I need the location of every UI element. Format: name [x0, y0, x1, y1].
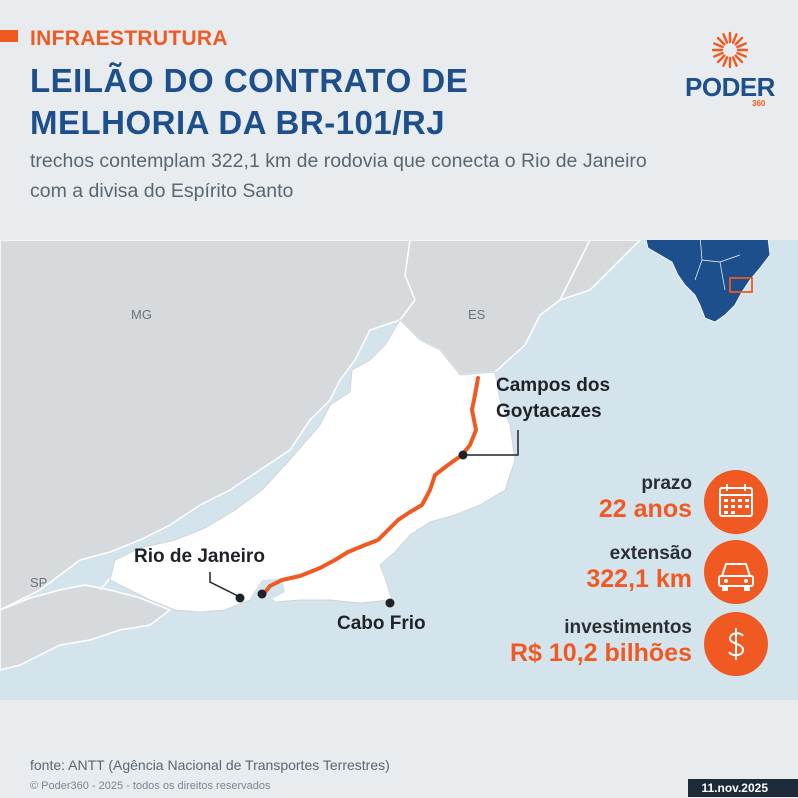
- inset-highlight: [729, 277, 753, 293]
- source-text: fonte: ANTT (Agência Nacional de Transpo…: [30, 757, 390, 773]
- subtitle: trechos contemplam 322,1 km de rodovia q…: [30, 150, 647, 202]
- rio-east-dot: [257, 589, 267, 599]
- section-tag: INFRAESTRUTURA: [30, 27, 228, 50]
- sp-coast: [0, 584, 172, 671]
- car-icon: [704, 540, 768, 604]
- br101-route: [260, 376, 480, 598]
- city-cabo-frio: Cabo Frio: [337, 613, 426, 634]
- tag-marker: [0, 30, 18, 42]
- state-label-es: ES: [468, 307, 486, 322]
- brazil-inset-map: [645, 240, 771, 323]
- map: [0, 240, 798, 700]
- calendar-icon: [704, 470, 768, 534]
- sun-logo-icon: [711, 31, 749, 69]
- campos-dot: [458, 450, 468, 460]
- neighbour-land: [0, 240, 642, 611]
- cabo-frio-dot: [385, 598, 395, 608]
- date-badge: 11.nov.2025: [687, 779, 798, 797]
- logo-name: PODER: [685, 72, 775, 102]
- campos-leader: [463, 430, 519, 456]
- info-prazo: prazo 22 anos: [599, 473, 692, 524]
- title-line-2: MELHORIA DA BR-101/RJ: [30, 104, 446, 141]
- title-line-1: LEILÃO DO CONTRATO DE: [30, 62, 469, 99]
- city-rio: Rio de Janeiro: [134, 546, 265, 567]
- extensao-label: extensão: [609, 543, 692, 564]
- prazo-label: prazo: [641, 473, 692, 494]
- header: INFRAESTRUTURA LEILÃO DO CONTRATO DE MEL…: [0, 0, 798, 240]
- logo-sub: 360: [752, 99, 766, 108]
- invest-label: investimentos: [564, 617, 692, 638]
- rio-leader: [209, 572, 241, 598]
- invest-value: R$ 10,2 bilhões: [509, 639, 692, 667]
- prazo-value: 22 anos: [598, 495, 692, 523]
- footer: [0, 700, 798, 798]
- extensao-value: 322,1 km: [586, 565, 692, 593]
- state-label-sp: SP: [30, 575, 48, 590]
- rio-dot: [235, 593, 245, 603]
- info-extensao: extensão 322,1 km: [586, 543, 692, 594]
- city-campos: Campos dos Goytacazes: [496, 375, 611, 422]
- dollar-icon: [704, 612, 768, 676]
- info-investimentos: investimentos R$ 10,2 bilhões: [510, 617, 692, 668]
- copyright-text: © Poder360 - 2025 - todos os direitos re…: [30, 780, 271, 792]
- state-label-mg: MG: [131, 307, 152, 322]
- page-title: LEILÃO DO CONTRATO DE MELHORIA DA BR-101…: [30, 60, 468, 144]
